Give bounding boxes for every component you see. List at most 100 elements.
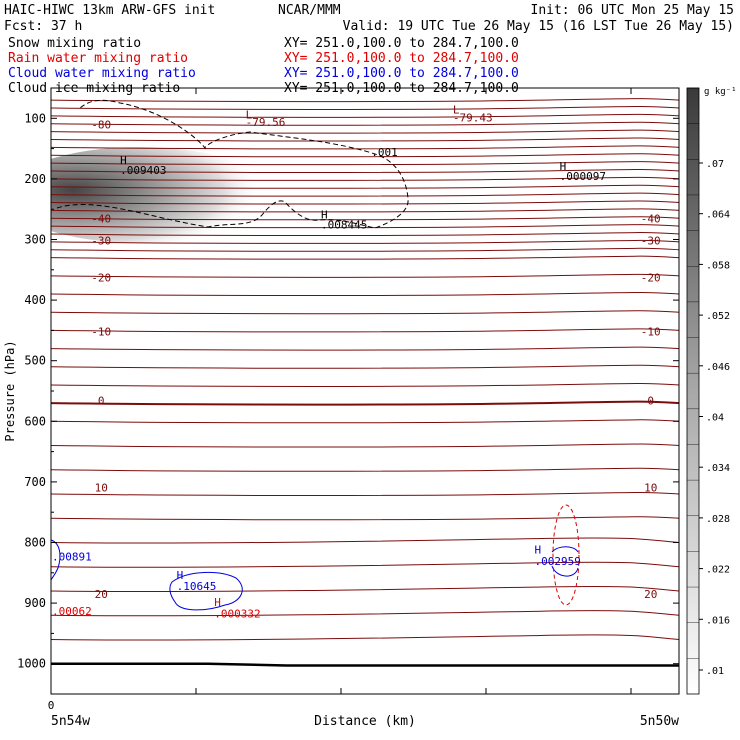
x-end-label: 5n50w [640,714,679,729]
y-tick-label: 300 [24,233,46,247]
isotherm-line [51,176,679,181]
isotherm-line [51,561,679,568]
colorbar-tick-label: .022 [706,565,730,576]
isotherm-line [51,516,679,521]
colorbar-tick-label: .016 [706,615,730,626]
forecast-hour: Fcst: 37 h [4,19,82,34]
x-tick-label: 0 [48,699,55,712]
isotherm-line [51,610,679,617]
isotherm-label: -30 [641,235,661,248]
isotherm-label: 20 [95,588,108,601]
contour-annotation: .009403 [120,164,166,177]
isotherm-line [51,192,679,197]
isotherm-line [51,121,679,126]
y-tick-label: 1000 [17,657,46,671]
rain-contour-right [552,504,580,606]
isotherm-line [51,208,679,213]
colorbar: g kg⁻¹ .01 .016 .022 .028 .034 .04 .046 .052 .05… [686,87,737,695]
snow-contour-001 [56,99,409,229]
isotherm-line [51,443,679,448]
contour-annotation: H [120,154,127,167]
isotherm-line [51,419,679,424]
isotherm-label: -80 [91,118,111,131]
isotherm-line [51,200,679,205]
isotherm-line [51,153,679,158]
init-time: Init: 06 UTC Mon 25 May 15 [531,3,735,18]
y-tick-label: 700 [24,475,46,489]
legend-entry-xy: XY= 251.0,100.0 to 284.7,100.0 [284,51,519,66]
colorbar-tick-label: .04 [706,413,724,424]
isotherm-line [51,113,679,118]
isotherm-line [51,169,679,174]
isotherm-line [51,239,679,244]
isotherm-line [51,184,679,189]
legend-entry-name: Snow mixing ratio [8,36,141,51]
y-tick-label: 600 [24,414,46,428]
isotherm-line [51,537,679,544]
contour-annotation: .10645 [177,580,217,593]
isotherm-line [51,106,679,110]
isotherm-line [51,346,679,351]
contour-annotation: .008445 [321,219,367,232]
isotherm-line [51,310,679,315]
isotherm-label: 0 [647,395,654,408]
isotherm-label: 10 [644,481,657,494]
contour-annotation: .000332 [214,608,260,621]
isotherm-line [51,364,679,369]
x-axis-label: Distance (km) [314,714,416,729]
model-title: HAIC-HIWC 13km ARW-GFS init [4,3,215,18]
colorbar-tick-label: .058 [706,260,730,271]
isotherm-line [51,382,679,387]
snow-shading [51,147,275,243]
y-tick-label: 900 [24,596,46,610]
isotherm-line [51,232,679,237]
colorbar-tick-label: .028 [706,514,730,525]
isotherm-label: -20 [641,272,661,285]
contour-annotation: L [453,103,460,116]
y-tick-label: 200 [24,172,46,186]
isotherm-line [51,255,679,260]
isotherm-line [51,224,679,229]
isotherm-line [51,247,679,252]
isotherm-label: -10 [641,326,661,339]
contour-annotation: .000097 [560,170,606,183]
contour-annotation: .00891 [52,551,92,564]
isotherm-label: -40 [641,212,661,225]
surface-line [51,662,679,667]
legend-entry-xy: XY= 251.0,100.0 to 284.7,100.0 [284,36,519,51]
colorbar-tick-label: .07 [706,159,724,170]
isotherm-line [51,400,679,406]
contour-annotation: L [246,108,253,121]
colorbar-unit: g kg⁻¹ [704,87,737,97]
x-axis: 0 [48,88,632,712]
x-start-label: 5n54w [51,714,90,729]
isotherm-line [51,585,679,593]
contour-annotation: .002959 [535,555,581,568]
isotherm-line [51,467,679,472]
contour-annotation: H [321,208,328,221]
cloud-water-contour-left [51,539,61,581]
colorbar-tick-label: .046 [706,362,730,373]
isotherm-label: -40 [91,212,111,225]
isotherm-label: 10 [95,481,108,494]
legend-entry-xy: XY= 251.0,100.0 to 284.7,100.0 [284,66,519,81]
isotherm-lines: -80 -40 -30 -20 -10 0 10 20 -40 -30 -20 -10 0 10 20 [51,98,679,641]
isotherm-label: 20 [644,588,657,601]
isotherm-line [51,634,679,641]
legend-entry-name: Cloud water mixing ratio [8,66,196,81]
org-label: NCAR/MMM [278,3,341,18]
isotherm-line [51,145,679,150]
colorbar-tick-label: .052 [706,311,730,322]
valid-time: Valid: 19 UTC Tue 26 May 15 (16 LST Tue … [343,19,734,34]
contour-annotations: L-79.56L-79.43H.009403H.008445.001H.0000… [52,103,606,620]
contour-annotation: .00062 [52,605,92,618]
isotherm-line [51,492,679,497]
y-axis-label: Pressure (hPa) [3,340,17,441]
contour-annotation: H [535,543,542,556]
colorbar-tick-label: .01 [706,666,724,677]
contour-annotation: .001 [371,146,398,159]
legend: Snow mixing ratio XY= 251.0,100.0 to 284.… [8,36,519,96]
